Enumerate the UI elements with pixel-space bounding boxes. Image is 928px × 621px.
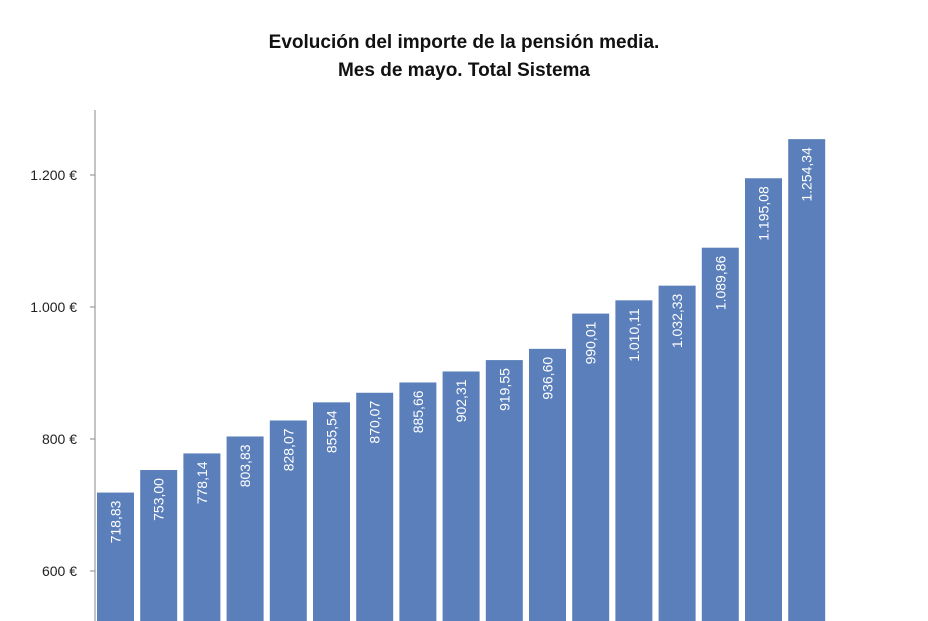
data-label: 1.089,86 xyxy=(712,255,728,310)
data-label: 1.254,34 xyxy=(799,147,815,202)
chart-subtitle: Mes de mayo. Total Sistema xyxy=(337,60,590,81)
y-tick-label: 800 € xyxy=(42,431,77,447)
data-label: 936,60 xyxy=(540,357,556,400)
bar xyxy=(269,420,307,621)
bar xyxy=(442,371,480,621)
data-label: 753,00 xyxy=(151,478,167,521)
bar xyxy=(788,139,826,621)
data-label: 870,07 xyxy=(367,401,383,444)
bar xyxy=(313,402,350,621)
data-label: 1.010,11 xyxy=(626,308,642,362)
bar xyxy=(399,382,437,621)
y-tick-label: 600 € xyxy=(42,563,77,579)
data-label: 1.195,08 xyxy=(756,186,772,241)
bar xyxy=(356,392,394,621)
bar xyxy=(529,348,566,621)
bar xyxy=(572,313,610,621)
y-tick-label: 1.200 € xyxy=(30,167,77,183)
data-label: 885,66 xyxy=(410,390,426,433)
data-label: 828,07 xyxy=(280,428,296,471)
bar xyxy=(701,247,739,621)
bar xyxy=(485,360,523,621)
data-label: 1.032,33 xyxy=(669,293,685,348)
y-tick-label: 1.000 € xyxy=(30,299,77,315)
data-label: 919,55 xyxy=(496,368,512,411)
bar xyxy=(140,470,178,621)
bar xyxy=(183,453,221,621)
data-label: 855,54 xyxy=(324,410,340,453)
bar xyxy=(226,436,264,621)
data-label: 778,14 xyxy=(194,461,210,504)
bar xyxy=(615,300,653,621)
chart-title: Evolución del importe de la pensión medi… xyxy=(268,32,660,53)
data-label: 902,31 xyxy=(453,379,469,422)
data-label: 718,83 xyxy=(108,500,124,543)
bar xyxy=(658,285,696,621)
data-label: 990,01 xyxy=(583,321,599,364)
data-label: 803,83 xyxy=(237,444,253,487)
bar xyxy=(97,492,134,621)
bar xyxy=(745,178,782,621)
